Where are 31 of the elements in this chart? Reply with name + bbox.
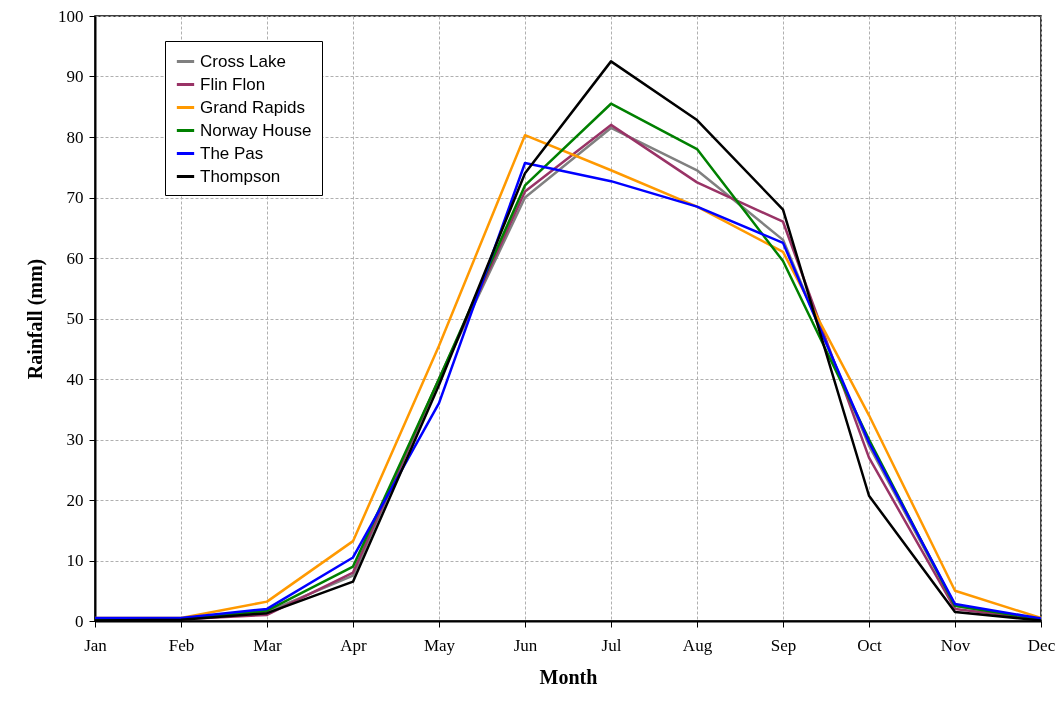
y-tick-label: 20 xyxy=(66,490,84,510)
y-tick-label: 30 xyxy=(66,430,84,449)
x-tick-label: Jun xyxy=(513,635,538,655)
legend-label: Grand Rapids xyxy=(200,97,305,117)
legend-label: Thompson xyxy=(200,166,281,186)
x-tick-label: May xyxy=(423,635,456,655)
y-tick-label: 80 xyxy=(66,127,84,147)
x-tick-label: Feb xyxy=(168,635,195,655)
y-tick-label: 70 xyxy=(66,188,84,207)
y-tick-label: 90 xyxy=(66,67,84,86)
y-tick-label: 0 xyxy=(75,611,84,631)
x-tick-label: Sep xyxy=(770,635,797,655)
legend-label: The Pas xyxy=(200,143,264,163)
x-axis-title: Month xyxy=(539,665,598,688)
legend-label: Flin Flon xyxy=(200,74,266,94)
x-tick-label: Nov xyxy=(940,635,971,655)
x-tick-label: Aug xyxy=(682,635,713,655)
x-tick-label: Mar xyxy=(253,635,282,655)
x-tick-label: Dec xyxy=(1027,635,1056,655)
x-tick-label: Apr xyxy=(340,635,368,655)
y-tick-label: 40 xyxy=(66,369,84,389)
y-tick-label: 60 xyxy=(66,248,84,268)
y-tick-label: 100 xyxy=(58,6,84,26)
legend-label: Cross Lake xyxy=(200,51,286,71)
x-tick-label: Jan xyxy=(84,635,108,655)
y-axis-title: Rainfall (mm) xyxy=(24,258,47,380)
legend-label: Norway House xyxy=(200,120,312,140)
y-tick-label: 50 xyxy=(66,309,84,328)
x-tick-label: Oct xyxy=(857,635,883,655)
y-tick-label: 10 xyxy=(66,551,84,570)
x-tick-label: Jul xyxy=(601,635,622,655)
